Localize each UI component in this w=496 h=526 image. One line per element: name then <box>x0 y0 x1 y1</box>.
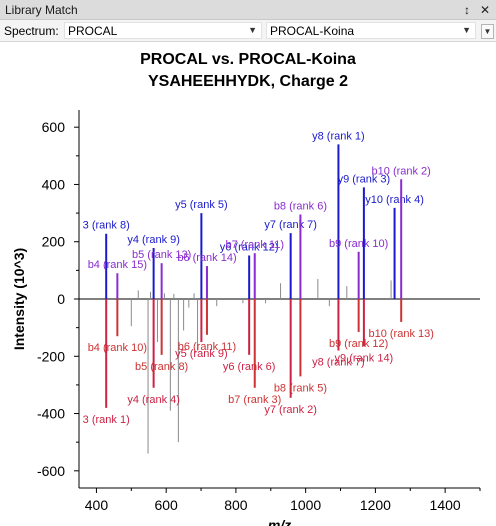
y-tick-label: -400 <box>37 406 65 422</box>
matched-peak-label: b6 (rank 14) <box>177 252 236 264</box>
matched-peak-label: b7 (rank 11) <box>225 239 284 251</box>
spectrum-label: Spectrum: <box>4 24 59 38</box>
matched-peak-label: y4 (rank 9) <box>127 234 180 246</box>
options-icon[interactable]: ▼ <box>481 24 494 39</box>
panel-titlebar: Library Match ↕ ✕ <box>0 0 496 20</box>
y-tick-label: 600 <box>42 119 66 135</box>
predicted-peak-label: b7 (rank 3) <box>228 394 281 406</box>
chevron-down-icon[interactable]: ▼ <box>248 25 257 35</box>
y-tick-label: -200 <box>37 348 65 364</box>
predicted-peak-label: y4 (rank 4) <box>127 394 180 406</box>
y-tick-label: 200 <box>42 234 66 250</box>
panel-title: Library Match <box>5 3 78 17</box>
predicted-peak-label: y5 (rank 9) <box>175 348 228 360</box>
x-tick-label: 1200 <box>360 497 391 513</box>
spectrum-plot: PROCAL vs. PROCAL-Koina YSAHEEHHYDK, Cha… <box>0 42 496 526</box>
matched-peak-label: b9 (rank 10) <box>329 238 388 250</box>
matched-peak-label: 3 (rank 8) <box>83 220 130 232</box>
x-tick-label: 1000 <box>290 497 321 513</box>
matched-peak-label: y8 (rank 1) <box>312 130 365 142</box>
matched-peak-label: y7 (rank 7) <box>264 219 317 231</box>
predicted-peak-label: 3 (rank 1) <box>83 414 130 426</box>
spectrum-select-right[interactable]: PROCAL-Koina ▼ <box>266 22 476 39</box>
predicted-peak-label: b6 (rank 11) <box>178 341 237 353</box>
predicted-peak-label: b9 (rank 12) <box>329 338 388 350</box>
pin-icon[interactable]: ↕ <box>464 3 470 17</box>
y-axis-label: Intensity (10^3) <box>11 248 27 350</box>
spectrum-toolbar: Spectrum: PROCAL ▼ PROCAL-Koina ▼ <box>0 20 496 42</box>
close-icon[interactable]: ✕ <box>479 3 491 17</box>
predicted-peak-label: b8 (rank 5) <box>274 382 327 394</box>
predicted-peak-label: y8 (rank 7) <box>312 357 365 369</box>
y-tick-label: 0 <box>57 291 65 307</box>
spectrum-select-right-value: PROCAL-Koina <box>270 24 355 38</box>
predicted-peak-label: y9 (rank 14) <box>335 352 394 364</box>
x-tick-label: 800 <box>224 497 248 513</box>
predicted-peak-label: b5 (rank 8) <box>135 361 188 373</box>
x-axis-label: m/z <box>268 517 291 526</box>
matched-peak-label: b8 (rank 6) <box>274 201 327 213</box>
y-tick-label: 400 <box>42 176 66 192</box>
matched-peak-label: b4 (rank 15) <box>88 259 147 271</box>
matched-peak-label: y5 (rank 5) <box>175 199 228 211</box>
predicted-peak-label: b4 (rank 10) <box>88 342 147 354</box>
y-tick-label: -600 <box>37 463 65 479</box>
predicted-peak-label: y7 (rank 2) <box>264 404 317 416</box>
predicted-peak-label: y6 (rank 6) <box>223 361 276 373</box>
spectrum-chart: 600 400 200 0 -200 -400 -600 400 600 800 1000 1200 1… <box>11 110 481 526</box>
matched-peak-label: b10 (rank 2) <box>372 165 431 177</box>
matched-peak-label: y10 (rank 4) <box>365 194 424 206</box>
matched-peak-label: y6 (rank 12) <box>220 241 279 253</box>
chevron-down-icon[interactable]: ▼ <box>462 25 471 35</box>
x-tick-label: 600 <box>154 497 178 513</box>
chart-title: PROCAL vs. PROCAL-Koina <box>140 51 356 68</box>
chart-subtitle: YSAHEEHHYDK, Charge 2 <box>147 73 349 90</box>
matched-peak-label: y9 (rank 3) <box>338 173 391 185</box>
spectrum-select-left[interactable]: PROCAL ▼ <box>64 22 262 39</box>
x-tick-label: 400 <box>85 497 109 513</box>
x-tick-label: 1400 <box>430 497 461 513</box>
matched-peak-label: b5 (rank 13) <box>132 249 191 261</box>
predicted-peak-label: b10 (rank 13) <box>368 328 433 340</box>
spectrum-select-left-value: PROCAL <box>68 24 118 38</box>
